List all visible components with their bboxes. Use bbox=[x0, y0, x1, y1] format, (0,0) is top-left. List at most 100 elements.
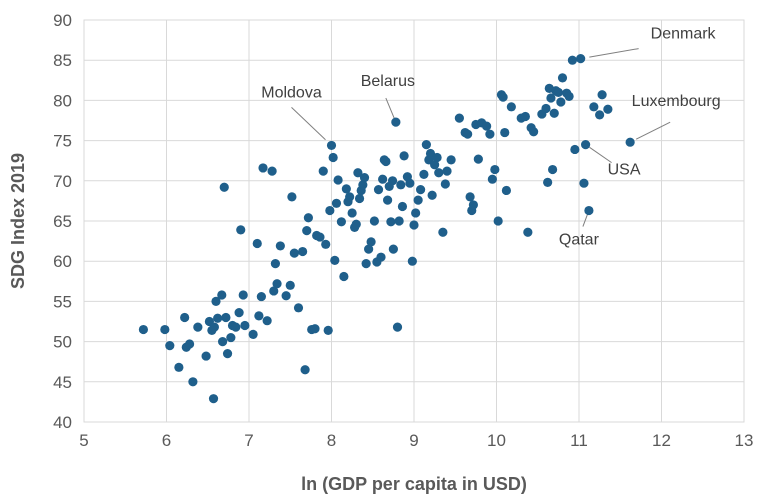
data-point bbox=[238, 290, 248, 300]
data-point bbox=[625, 137, 635, 147]
data-point bbox=[541, 103, 551, 114]
data-point bbox=[556, 97, 566, 107]
data-point bbox=[231, 322, 241, 332]
x-axis-title: ln (GDP per capita in USD) bbox=[301, 474, 527, 494]
data-point bbox=[336, 217, 346, 227]
data-point bbox=[258, 163, 268, 173]
data-point bbox=[396, 180, 406, 190]
data-point bbox=[226, 332, 236, 343]
data-point bbox=[326, 140, 337, 151]
annotation-belarus: Belarus bbox=[361, 73, 415, 90]
data-point bbox=[603, 104, 613, 114]
annotation-usa: USA bbox=[608, 162, 641, 179]
data-point bbox=[366, 237, 376, 247]
data-point bbox=[520, 111, 530, 122]
data-point bbox=[236, 225, 246, 235]
y-tick-label: 80 bbox=[53, 91, 72, 110]
x-tick-label: 11 bbox=[570, 431, 588, 450]
data-point bbox=[339, 271, 349, 282]
data-point bbox=[345, 192, 355, 202]
data-point bbox=[413, 195, 423, 205]
data-point bbox=[221, 312, 231, 323]
data-point bbox=[597, 90, 607, 100]
data-point bbox=[347, 208, 357, 218]
x-tick-labels: 5 6 7 8 9 10 11 12 13 bbox=[79, 431, 753, 450]
x-tick-label: 8 bbox=[327, 431, 336, 450]
data-point bbox=[440, 179, 450, 189]
data-point bbox=[188, 377, 198, 387]
data-point bbox=[256, 291, 266, 302]
data-points bbox=[138, 53, 635, 404]
data-point bbox=[487, 174, 497, 184]
data-point bbox=[493, 216, 503, 226]
data-point bbox=[463, 129, 473, 139]
data-point bbox=[318, 166, 328, 176]
data-point bbox=[381, 156, 391, 167]
data-point bbox=[386, 217, 396, 227]
data-point bbox=[222, 349, 233, 359]
y-tick-label: 85 bbox=[53, 51, 72, 70]
annotation-leader-line bbox=[385, 97, 395, 119]
x-tick-label: 5 bbox=[79, 431, 88, 450]
data-point bbox=[595, 110, 605, 120]
y-tick-label: 75 bbox=[53, 132, 72, 151]
data-point bbox=[506, 102, 516, 112]
data-point bbox=[581, 140, 591, 150]
y-tick-label: 55 bbox=[53, 292, 72, 311]
data-point bbox=[293, 303, 304, 313]
data-point bbox=[378, 174, 388, 184]
x-tick-label: 6 bbox=[162, 431, 171, 450]
data-point bbox=[430, 160, 440, 170]
data-point bbox=[553, 87, 563, 97]
data-point bbox=[218, 337, 228, 347]
annotation-leaders bbox=[291, 48, 671, 227]
y-tick-labels: 40 45 50 55 60 65 70 75 80 85 90 bbox=[53, 11, 72, 432]
data-point bbox=[405, 178, 415, 188]
data-point bbox=[388, 244, 398, 254]
data-point bbox=[361, 259, 371, 269]
data-point bbox=[465, 192, 475, 202]
data-point bbox=[397, 201, 408, 212]
data-point bbox=[310, 324, 320, 334]
data-point bbox=[407, 256, 417, 266]
y-tick-label: 60 bbox=[53, 252, 72, 271]
x-tick-label: 7 bbox=[244, 431, 253, 450]
data-point bbox=[351, 219, 361, 229]
data-point bbox=[180, 312, 190, 323]
data-point bbox=[209, 322, 219, 332]
data-point bbox=[359, 172, 370, 183]
data-point bbox=[391, 117, 401, 127]
data-point bbox=[468, 200, 478, 210]
annotation-denmark: Denmark bbox=[651, 26, 717, 43]
data-point bbox=[416, 185, 426, 195]
data-point bbox=[358, 180, 368, 190]
data-point bbox=[387, 176, 398, 186]
y-tick-label: 70 bbox=[53, 172, 72, 191]
data-point bbox=[252, 238, 262, 249]
data-point bbox=[331, 198, 342, 208]
data-point bbox=[589, 102, 599, 112]
y-tick-label: 65 bbox=[53, 212, 72, 231]
data-point bbox=[376, 252, 386, 262]
data-point bbox=[300, 365, 310, 375]
data-point bbox=[442, 166, 452, 176]
data-point bbox=[394, 216, 404, 226]
data-point bbox=[328, 152, 338, 163]
data-point bbox=[485, 129, 495, 139]
data-point bbox=[285, 280, 295, 290]
data-point bbox=[432, 152, 442, 163]
y-tick-label: 40 bbox=[53, 413, 72, 432]
data-point bbox=[564, 91, 574, 101]
data-point bbox=[567, 55, 578, 65]
data-point bbox=[425, 148, 436, 159]
data-point bbox=[399, 151, 409, 161]
data-point bbox=[234, 308, 244, 318]
data-point bbox=[275, 241, 285, 251]
data-point bbox=[330, 255, 340, 265]
annotation-leader-line bbox=[291, 107, 326, 141]
data-point bbox=[369, 216, 379, 226]
data-point bbox=[267, 166, 277, 176]
data-point bbox=[289, 248, 299, 258]
annotation-leader-line bbox=[589, 146, 612, 164]
